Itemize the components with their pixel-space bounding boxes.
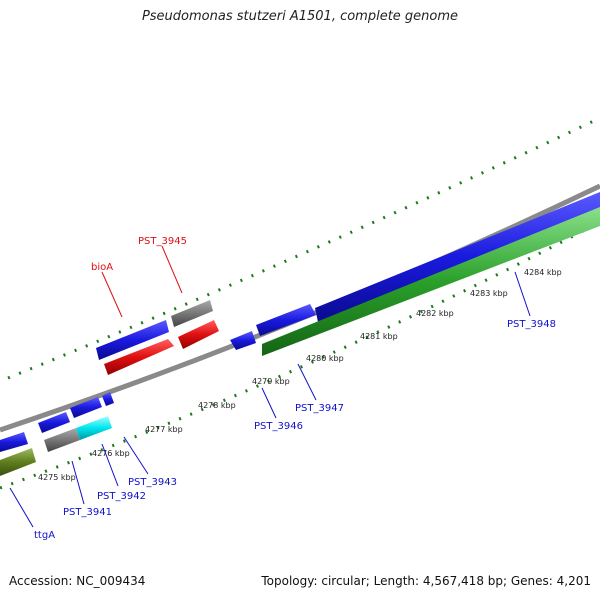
green-feature-band[interactable] xyxy=(262,207,600,356)
gene-label-PST_3942: PST_3942 xyxy=(97,491,146,502)
gene-label-PST_3945: PST_3945 xyxy=(138,236,187,247)
forward-cds-3947[interactable] xyxy=(256,304,316,336)
gene-label-ttgA: ttgA xyxy=(34,530,55,541)
ruler-label: 4284 kbp xyxy=(524,268,562,277)
ruler-label: 4277 kbp xyxy=(145,425,183,434)
inner-tick-track xyxy=(0,220,600,490)
gene-label-PST_3941: PST_3941 xyxy=(63,507,112,518)
forward-cds-left-edge[interactable] xyxy=(0,432,28,452)
ruler-label: 4275 kbp xyxy=(38,473,76,482)
genome-summary-text: Topology: circular; Length: 4,567,418 bp… xyxy=(261,574,591,588)
ruler-label: 4279 kbp xyxy=(252,377,290,386)
forward-cds-3942[interactable] xyxy=(70,397,102,418)
pseudo-gene-3941[interactable] xyxy=(44,428,80,452)
gene-label-PST_3947: PST_3947 xyxy=(295,403,344,414)
ruler-label: 4280 kbp xyxy=(306,354,344,363)
callout-lines xyxy=(9,245,531,528)
rna-feature-3942[interactable] xyxy=(76,416,112,440)
ruler-label: 4283 kbp xyxy=(470,289,508,298)
ruler-label: 4281 kbp xyxy=(360,332,398,341)
reverse-cds-bioA[interactable] xyxy=(104,339,174,375)
pseudo-gene-3945[interactable] xyxy=(171,300,213,327)
forward-cds-bioA-block[interactable] xyxy=(96,320,169,360)
ruler-label: 4278 kbp xyxy=(198,401,236,410)
gene-label-PST_3948: PST_3948 xyxy=(507,319,556,330)
gene-label-bioA: bioA xyxy=(91,262,113,273)
forward-cds-long[interactable] xyxy=(315,192,600,322)
olive-feature-left[interactable] xyxy=(0,448,36,476)
forward-cds-3943[interactable] xyxy=(102,392,114,406)
forward-cds-3941[interactable] xyxy=(38,412,70,433)
ruler-labels: 4275 kbp 4276 kbp 4277 kbp 4278 kbp 4279… xyxy=(38,268,562,482)
forward-cds-3946[interactable] xyxy=(230,331,256,350)
reverse-cds-3945[interactable] xyxy=(178,320,219,349)
gene-label-PST_3946: PST_3946 xyxy=(254,421,303,432)
accession-text: Accession: NC_009434 xyxy=(9,574,146,588)
ruler-label: 4282 kbp xyxy=(416,309,454,318)
gene-labels: PST_3945 bioA PST_3943 PST_3942 PST_3941… xyxy=(34,236,556,541)
outer-tick-track xyxy=(7,116,600,380)
gene-label-PST_3943: PST_3943 xyxy=(128,477,177,488)
map-title: Pseudomonas stutzeri A1501, complete gen… xyxy=(141,9,459,24)
ruler-label: 4276 kbp xyxy=(92,449,130,458)
